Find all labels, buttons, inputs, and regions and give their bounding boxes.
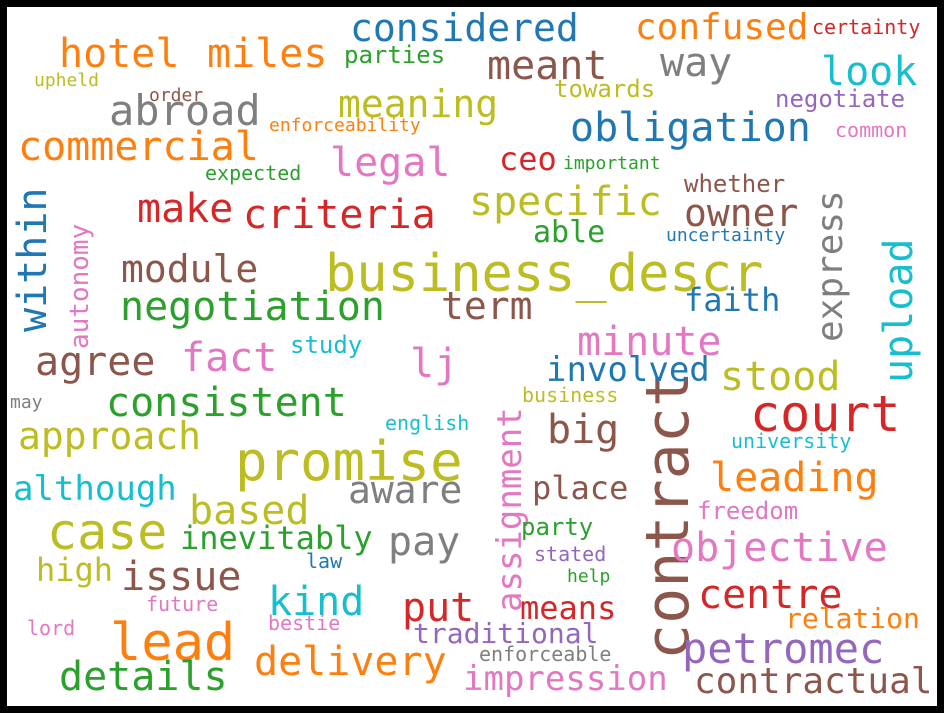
word-delivery: delivery <box>254 639 447 685</box>
word-obligation: obligation <box>570 105 811 151</box>
word-negotiate: negotiate <box>775 85 906 113</box>
word-upheld: upheld <box>34 70 100 91</box>
word-lord: lord <box>27 616 76 640</box>
word-order: order <box>149 85 204 106</box>
word-future: future <box>146 592 219 616</box>
word-court: court <box>750 385 901 443</box>
word-may: may <box>10 392 43 413</box>
word-considered: considered <box>350 7 579 50</box>
word-legal: legal <box>330 140 451 186</box>
word-towards: towards <box>554 75 656 103</box>
word-enforceability: enforceability <box>269 115 421 136</box>
word-lj: lj <box>410 341 459 387</box>
word-business: business <box>522 383 619 407</box>
word-relation: relation <box>785 602 920 635</box>
word-law: law <box>306 549 343 573</box>
word-aware: aware <box>348 468 463 512</box>
word-parties: parties <box>344 41 446 69</box>
word-study: study <box>290 331 363 359</box>
word-kind: kind <box>268 579 365 625</box>
word-case: case <box>47 503 168 561</box>
word-centre: centre <box>698 572 843 618</box>
word-upload: upload <box>876 238 922 384</box>
word-issue: issue <box>121 554 242 600</box>
word-assignment: assignment <box>490 407 530 612</box>
word-business-descr: business_descr <box>325 244 764 304</box>
word-autonomy: autonomy <box>65 223 95 349</box>
word-meant: meant <box>487 43 608 89</box>
word-abroad: abroad <box>109 86 261 135</box>
word-high: high <box>36 551 114 589</box>
word-negotiation: negotiation <box>120 284 385 330</box>
word-whether: whether <box>684 170 786 198</box>
word-specific: specific <box>469 179 662 225</box>
word-meaning: meaning <box>338 82 499 126</box>
word-contractual: contractual <box>694 661 933 702</box>
word-certainty: certainty <box>812 15 921 39</box>
word-involved: involved <box>546 350 710 390</box>
word-make: make <box>137 186 234 232</box>
word-consistent: consistent <box>106 380 347 426</box>
word-freedom: freedom <box>697 497 799 525</box>
word-place: place <box>532 469 629 507</box>
word-although: although <box>13 469 177 509</box>
word-bestie: bestie <box>268 611 341 635</box>
word-look: look <box>821 49 918 95</box>
word-expected: expected <box>205 161 302 185</box>
word-owner: owner <box>684 191 799 235</box>
word-put: put <box>402 585 475 631</box>
word-agree: agree <box>35 339 156 385</box>
word-minute: minute <box>577 319 722 365</box>
word-inevitably: inevitably <box>180 519 373 557</box>
word-term: term <box>441 284 533 328</box>
word-help: help <box>567 566 611 587</box>
word-stood: stood <box>720 354 841 400</box>
word-contract: contract <box>633 371 703 660</box>
word-approach: approach <box>18 414 202 458</box>
word-faith: faith <box>684 281 781 319</box>
word-pay: pay <box>388 519 461 565</box>
word-university: university <box>731 429 852 453</box>
word-important: important <box>563 153 661 174</box>
word-module: module <box>121 247 259 291</box>
word-able: able <box>533 215 606 250</box>
word-cloud: business_descr contract promise lead case cou… <box>7 7 937 706</box>
word-ceo: ceo <box>499 140 557 178</box>
word-means: means <box>520 589 617 627</box>
word-petromec: petromec <box>682 624 885 673</box>
word-party: party <box>521 513 594 541</box>
word-fact: fact <box>181 335 278 381</box>
word-within: within <box>10 187 56 333</box>
word-confused: confused <box>635 7 809 48</box>
word-impression: impression <box>463 659 668 699</box>
word-common: common <box>835 118 908 142</box>
word-big: big <box>547 407 620 453</box>
word-way: way <box>660 40 733 86</box>
word-enforceable: enforceable <box>479 642 612 666</box>
word-traditional: traditional <box>413 617 599 650</box>
word-miles: miles <box>207 31 328 77</box>
word-leading: leading <box>710 455 879 501</box>
word-stated: stated <box>534 542 607 566</box>
word-english: english <box>385 411 470 435</box>
word-express: express <box>810 190 851 342</box>
word-criteria: criteria <box>243 192 436 238</box>
word-promise: promise <box>235 430 463 493</box>
word-objective: objective <box>671 525 888 571</box>
word-lead: lead <box>110 613 236 673</box>
word-details: details <box>59 654 228 700</box>
word-based: based <box>189 488 310 534</box>
word-uncertainty: uncertainty <box>666 225 786 246</box>
word-commercial: commercial <box>18 124 259 170</box>
word-hotel: hotel <box>59 31 180 77</box>
